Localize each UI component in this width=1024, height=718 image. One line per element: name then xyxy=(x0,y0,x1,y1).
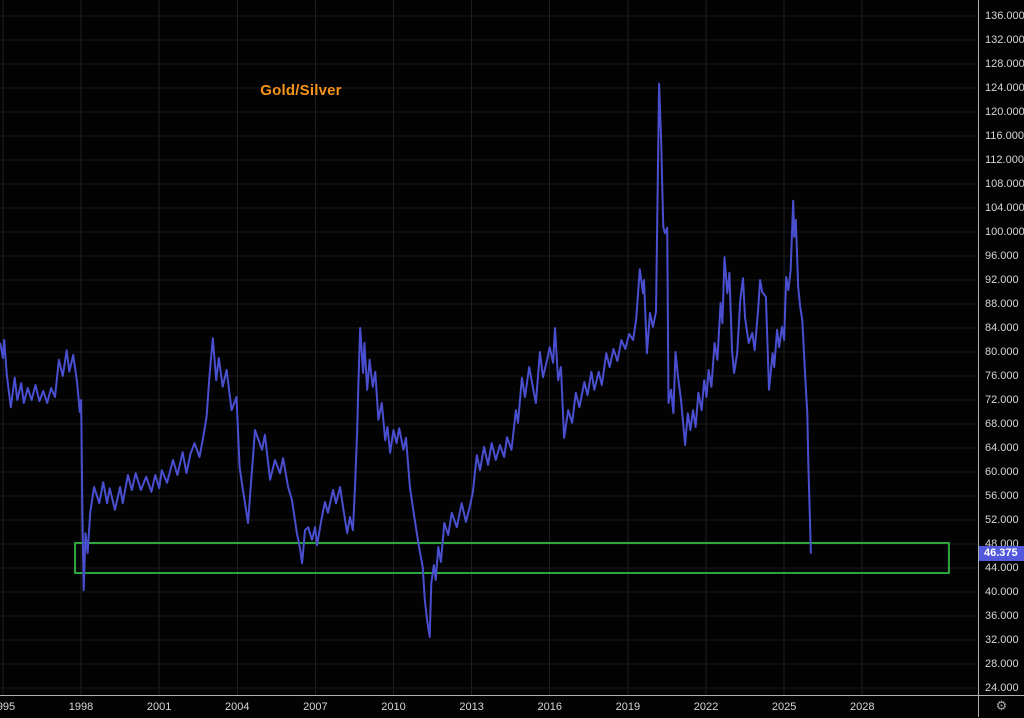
x-axis-label: 2022 xyxy=(693,701,719,713)
x-axis-label: 2013 xyxy=(459,701,484,713)
y-axis-label: 60.000 xyxy=(985,465,1019,478)
y-axis-label: 136.000 xyxy=(985,10,1024,22)
y-axis-label: 92.000 xyxy=(985,274,1019,286)
y-axis-label: 104.000 xyxy=(985,202,1024,214)
y-axis-label: 32.000 xyxy=(985,633,1019,646)
y-axis-label: 76.000 xyxy=(985,369,1019,382)
y-axis-label: 108.000 xyxy=(985,178,1024,190)
y-axis-label: 128.000 xyxy=(985,58,1024,70)
y-axis-label: 120.000 xyxy=(985,106,1024,118)
y-axis-label: 56.000 xyxy=(985,489,1019,502)
y-axis-label: 100.000 xyxy=(985,226,1024,238)
price-chart-plot[interactable] xyxy=(0,0,978,695)
support-zone-rectangle[interactable] xyxy=(74,541,950,574)
x-axis-label: 2019 xyxy=(615,701,641,713)
y-axis-label: 116.000 xyxy=(985,130,1024,142)
y-axis-label: 24.000 xyxy=(985,681,1019,694)
y-axis-label: 112.000 xyxy=(985,154,1024,166)
x-axis-label: 2025 xyxy=(771,701,797,713)
last-price-label: 46.375 xyxy=(979,546,1024,562)
x-axis-label: 2004 xyxy=(225,701,250,713)
y-axis-label: 68.000 xyxy=(985,417,1019,430)
y-axis-label: 36.000 xyxy=(985,609,1019,622)
y-axis-label: 64.000 xyxy=(985,441,1019,454)
y-axis-label: 96.000 xyxy=(985,250,1019,262)
x-axis-label: 2007 xyxy=(303,701,328,713)
y-axis-label: 52.000 xyxy=(985,513,1019,526)
x-axis-label: 2010 xyxy=(381,701,406,713)
axis-corner: ⚙ xyxy=(978,695,1024,717)
x-axis-label: 2001 xyxy=(146,701,172,713)
x-axis-label: 2016 xyxy=(537,701,562,713)
y-axis-label: 72.000 xyxy=(985,393,1019,406)
x-axis-label: 1995 xyxy=(0,701,16,713)
y-axis-label: 80.000 xyxy=(985,345,1019,358)
y-axis-label: 132.000 xyxy=(985,34,1024,46)
price-line[interactable] xyxy=(0,82,812,638)
y-axis-label: 28.000 xyxy=(985,657,1019,670)
y-axis-label: 88.000 xyxy=(985,298,1019,310)
price-axis[interactable]: 46.375 136.000 132.000 128.000 124.000 120.0… xyxy=(978,0,1024,696)
gear-icon[interactable]: ⚙ xyxy=(995,699,1008,714)
x-axis-label: 2028 xyxy=(849,701,875,713)
y-axis-label: 124.000 xyxy=(985,82,1024,94)
y-axis-label: 40.000 xyxy=(985,585,1019,598)
y-axis-label: 44.000 xyxy=(985,561,1019,574)
y-axis-label: 84.000 xyxy=(985,322,1019,334)
time-axis[interactable]: 1995 1998 2001 2004 2007 2010 2013 2016 2019 2022… xyxy=(0,695,978,718)
symbol-title[interactable]: Gold/Silver xyxy=(260,82,342,99)
x-axis-label: 1998 xyxy=(68,701,94,713)
